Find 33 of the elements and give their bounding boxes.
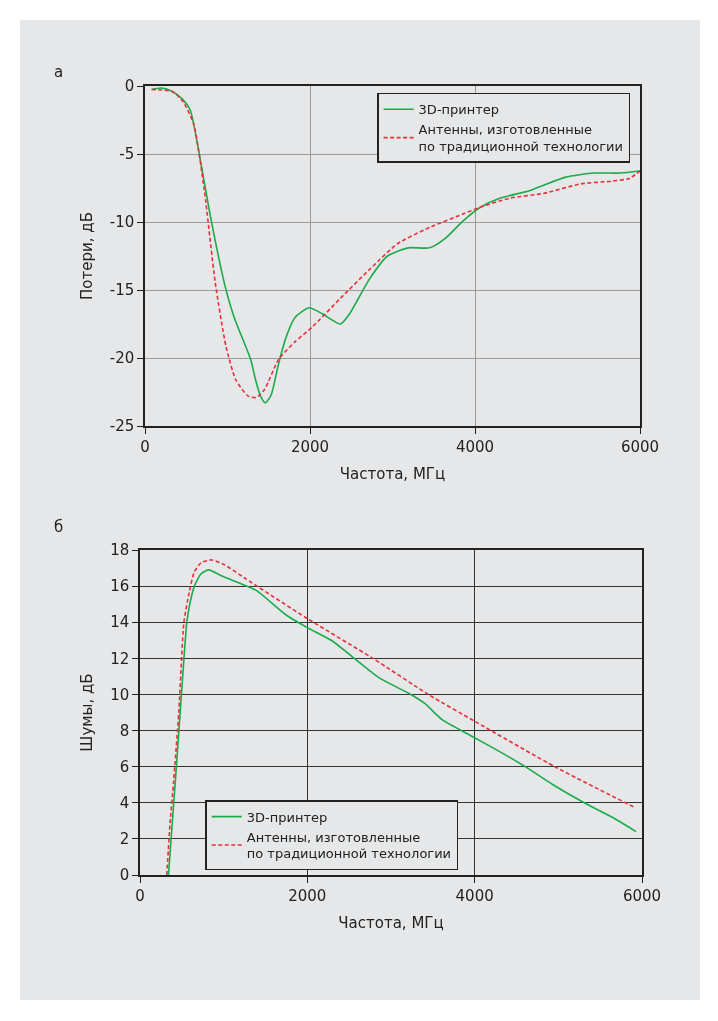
chart-title: б	[54, 518, 64, 537]
x-tick-label: 6000	[620, 437, 660, 456]
x-tick-label: 0	[140, 437, 150, 456]
y-tick-label: -10	[109, 213, 135, 232]
y-tick-label: -15	[109, 281, 135, 300]
legend-label: 3D-принтер	[246, 809, 328, 825]
x-tick-label: 2000	[288, 886, 327, 905]
y-tick-label: 10	[110, 685, 130, 704]
y-tick-label: 8	[119, 721, 130, 740]
y-tick-label: 16	[110, 577, 130, 596]
legend-label: 3D-принтер	[418, 102, 500, 118]
y-tick-label: -25	[109, 417, 135, 436]
legend-label: Антенны, изготовленные по традиционной технологии	[418, 122, 623, 155]
y-tick-label: -20	[109, 349, 135, 368]
legend-label: Антенны, изготовленные по традиционной технологии	[246, 829, 452, 862]
y-tick-label: 0	[124, 77, 135, 96]
x-tick-label: 4000	[455, 437, 495, 456]
y-tick-label: 0	[119, 866, 130, 885]
y-tick-label: 2	[119, 830, 130, 849]
chart-title: а	[54, 63, 64, 82]
y-tick-label: 4	[119, 794, 130, 813]
y-axis-title: Шумы, дБ	[77, 673, 96, 752]
x-tick-label: 4000	[455, 886, 494, 905]
x-tick-label: 2000	[290, 437, 330, 456]
y-tick-label: 14	[110, 613, 130, 632]
y-tick-label: 12	[110, 649, 130, 668]
x-axis-title: Частота, МГц	[339, 465, 446, 484]
y-tick-label: -5	[119, 145, 135, 164]
y-axis-title: Потери, дБ	[77, 212, 96, 300]
y-tick-label: 18	[110, 541, 130, 560]
x-tick-label: 6000	[622, 886, 662, 905]
x-axis-title: Частота, МГц	[338, 914, 444, 933]
y-tick-label: 6	[119, 757, 130, 776]
